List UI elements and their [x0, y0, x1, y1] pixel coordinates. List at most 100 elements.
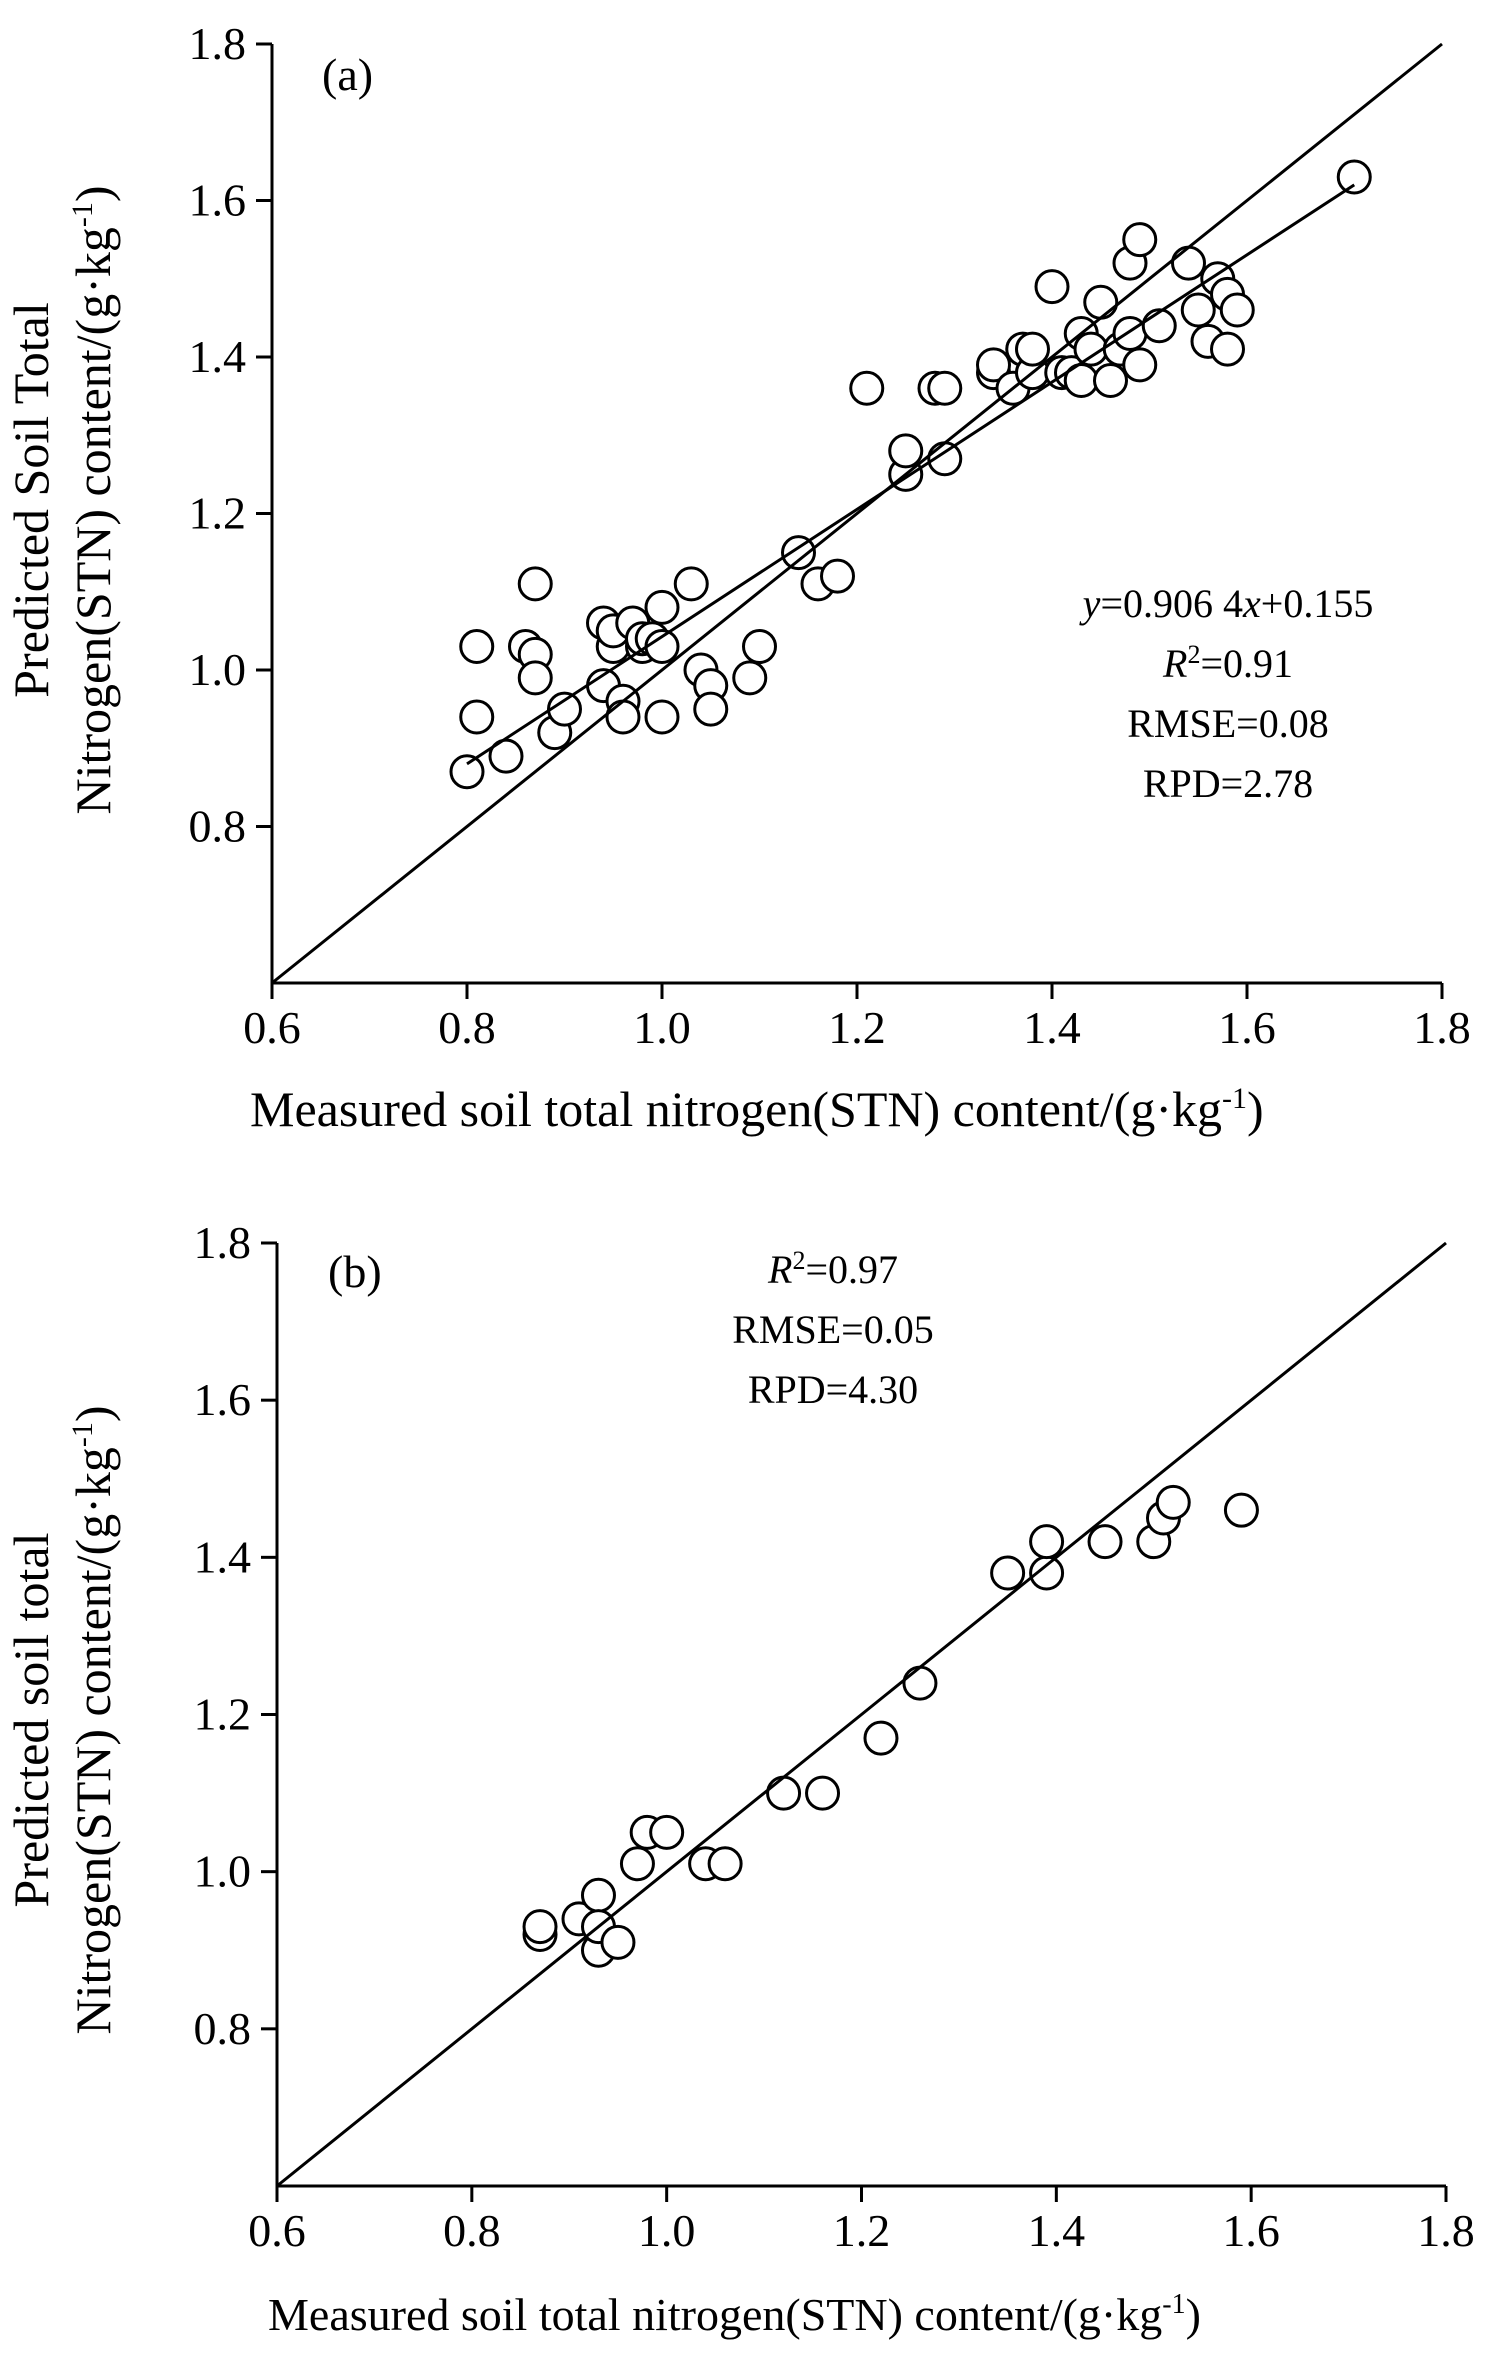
data-point [820, 558, 855, 594]
one-to-one-line [271, 42, 1443, 985]
y-tick-label: 1.0 [189, 644, 247, 695]
panel-label: (a) [322, 49, 373, 100]
scatter-chart-a: 0.6 0.8 1.0 1.2 1.4 1.6 1.8 0.8 1.0 1.2 1.4 1.6 1.8… [3, 18, 1471, 1137]
y-tick-label: 1.2 [194, 1689, 252, 1740]
data-point [707, 1846, 743, 1882]
one-to-one-line [276, 1241, 1447, 2188]
data-point [990, 1555, 1026, 1591]
data-point [449, 754, 485, 790]
x-ticks: 0.6 0.8 1.0 1.2 1.4 1.6 1.8 [248, 2186, 1475, 2256]
y-tick-label: 1.6 [194, 1374, 252, 1425]
y-axis-label-line2: Nitrogen(STN) content/(g·kg-1) [65, 185, 121, 814]
y-tick-label: 0.8 [189, 801, 247, 852]
data-point [649, 1814, 685, 1850]
data-point [1029, 1524, 1065, 1560]
data-point [742, 629, 777, 665]
x-tick-label: 1.8 [1417, 2205, 1475, 2256]
x-tick-label: 1.6 [1218, 1002, 1276, 1053]
data-point [605, 699, 641, 735]
x-tick-label: 1.0 [633, 1002, 691, 1053]
scatter-chart-b: 0.6 0.8 1.0 1.2 1.4 1.6 1.8 0.8 1.0 1.2 1.4 1.6 1.8… [3, 1217, 1475, 2340]
y-tick-label: 1.8 [189, 18, 247, 69]
x-tick-label: 1.2 [828, 1002, 886, 1053]
y-tick-label: 1.4 [194, 1531, 252, 1582]
panel-label: (b) [328, 1246, 382, 1297]
rmse: RMSE=0.05 [732, 1307, 933, 1352]
y-ticks: 0.8 1.0 1.2 1.4 1.6 1.8 [189, 18, 272, 852]
data-point [766, 1775, 802, 1811]
data-point [927, 370, 963, 406]
data-point [522, 1909, 558, 1945]
y-axis-label-line1: Predicted Soil Total [3, 302, 59, 698]
x-tick-label: 1.2 [833, 2205, 891, 2256]
lines-group [276, 1241, 1447, 2188]
rmse: RMSE=0.08 [1127, 701, 1328, 746]
x-tick-label: 0.8 [443, 2205, 501, 2256]
data-point [517, 566, 553, 602]
x-tick-label: 0.6 [243, 1002, 301, 1053]
data-point [1122, 222, 1158, 258]
data-point [781, 535, 816, 571]
data-point [732, 660, 768, 696]
data-point [1034, 269, 1070, 305]
x-tick-label: 0.6 [248, 2205, 306, 2256]
y-axis-label-line1: Predicted soil total [3, 1533, 59, 1908]
lines-group [271, 42, 1443, 985]
data-point [1155, 1484, 1191, 1520]
rpd: RPD=4.30 [748, 1367, 918, 1412]
data-point [459, 699, 495, 735]
x-tick-label: 1.0 [638, 2205, 696, 2256]
data-point [1180, 292, 1216, 328]
data-point [1336, 159, 1372, 195]
data-point [673, 566, 709, 602]
data-point [1210, 331, 1245, 367]
data-point [644, 589, 680, 625]
stats-annotation: R2=0.97 RMSE=0.05 RPD=4.30 [732, 1246, 933, 1412]
data-point [1219, 292, 1255, 328]
r-squared: R2=0.97 [767, 1246, 898, 1292]
data-point [805, 1775, 841, 1811]
data-point [1087, 1524, 1123, 1560]
data-point [849, 370, 885, 406]
data-point [976, 347, 1011, 383]
data-point [1015, 331, 1050, 367]
r-squared: R2=0.91 [1162, 640, 1293, 686]
y-tick-label: 1.4 [189, 331, 247, 382]
data-point [1083, 284, 1119, 320]
data-point [1171, 245, 1206, 281]
data-point [1141, 308, 1177, 344]
y-ticks: 0.8 1.0 1.2 1.4 1.6 1.8 [194, 1217, 277, 2054]
x-tick-label: 1.4 [1028, 2205, 1086, 2256]
x-ticks: 0.6 0.8 1.0 1.2 1.4 1.6 1.8 [243, 983, 1471, 1053]
fit-line [466, 183, 1356, 766]
data-point [644, 699, 680, 735]
data-point [888, 433, 924, 469]
data-point [693, 691, 729, 727]
stats-annotation: y=0.906 4x+0.155 R2=0.91 RMSE=0.08 RPD=2… [1079, 581, 1374, 806]
data-point [863, 1720, 899, 1756]
data-point [580, 1877, 616, 1913]
x-axis-label: Measured soil total nitrogen(STN) conten… [268, 2289, 1201, 2340]
rpd: RPD=2.78 [1143, 761, 1313, 806]
data-point [1122, 347, 1158, 383]
data-point [1223, 1492, 1259, 1528]
x-tick-label: 1.6 [1222, 2205, 1280, 2256]
regression-equation: y=0.906 4x+0.155 [1079, 581, 1374, 626]
data-point [459, 629, 495, 665]
x-tick-label: 1.8 [1413, 1002, 1471, 1053]
y-tick-label: 1.8 [194, 1217, 252, 1268]
y-tick-label: 1.6 [189, 175, 247, 226]
points-group [522, 1484, 1259, 1968]
x-tick-label: 1.4 [1023, 1002, 1081, 1053]
x-tick-label: 0.8 [438, 1002, 496, 1053]
data-point [1093, 362, 1128, 398]
data-point [517, 660, 553, 696]
points-group [449, 159, 1372, 790]
y-tick-label: 1.2 [189, 488, 247, 539]
data-point [619, 1846, 655, 1882]
y-axis-label-line2: Nitrogen(STN) content/(g·kg-1) [65, 1405, 121, 2034]
data-point [600, 1924, 636, 1960]
y-tick-label: 1.0 [194, 1846, 252, 1897]
data-point [902, 1665, 938, 1701]
x-axis-label: Measured soil total nitrogen(STN) conten… [250, 1081, 1264, 1137]
